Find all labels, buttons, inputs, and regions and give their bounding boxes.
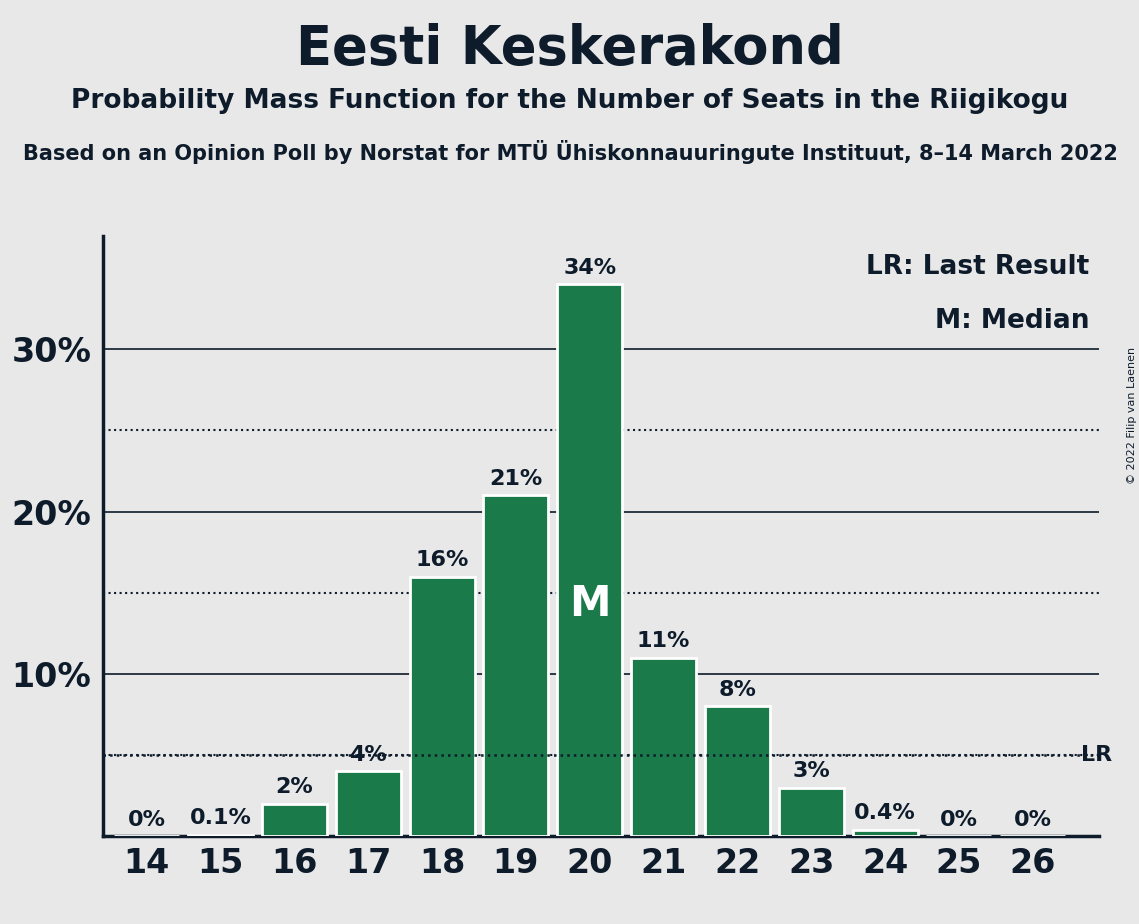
Bar <box>188 834 253 836</box>
Text: LR: Last Result: LR: Last Result <box>866 254 1089 280</box>
Text: 0.1%: 0.1% <box>190 808 252 828</box>
Text: 0%: 0% <box>1014 809 1051 830</box>
Bar <box>705 706 770 836</box>
Text: © 2022 Filip van Laenen: © 2022 Filip van Laenen <box>1126 347 1137 484</box>
Bar <box>631 658 696 836</box>
Text: Probability Mass Function for the Number of Seats in the Riigikogu: Probability Mass Function for the Number… <box>71 88 1068 114</box>
Text: M: Median: M: Median <box>935 308 1089 334</box>
Text: 3%: 3% <box>793 761 830 781</box>
Text: 0%: 0% <box>128 809 166 830</box>
Text: Based on an Opinion Poll by Norstat for MTÜ Ühiskonnauuringute Instituut, 8–14 M: Based on an Opinion Poll by Norstat for … <box>23 140 1117 164</box>
Text: 4%: 4% <box>350 745 387 765</box>
Text: 8%: 8% <box>719 680 756 699</box>
Text: Eesti Keskerakond: Eesti Keskerakond <box>296 23 843 75</box>
Text: 16%: 16% <box>416 550 469 570</box>
Text: 0.4%: 0.4% <box>854 803 916 823</box>
Bar <box>262 804 327 836</box>
Bar <box>853 830 918 836</box>
Text: 21%: 21% <box>490 468 542 489</box>
Bar <box>336 772 401 836</box>
Bar <box>483 495 548 836</box>
Bar <box>557 285 622 836</box>
Bar <box>410 577 475 836</box>
Text: 2%: 2% <box>276 777 313 797</box>
Text: 11%: 11% <box>637 631 690 651</box>
Text: M: M <box>570 583 611 626</box>
Bar <box>779 787 844 836</box>
Text: 0%: 0% <box>940 809 978 830</box>
Text: LR: LR <box>1081 745 1112 765</box>
Text: 34%: 34% <box>563 258 616 278</box>
